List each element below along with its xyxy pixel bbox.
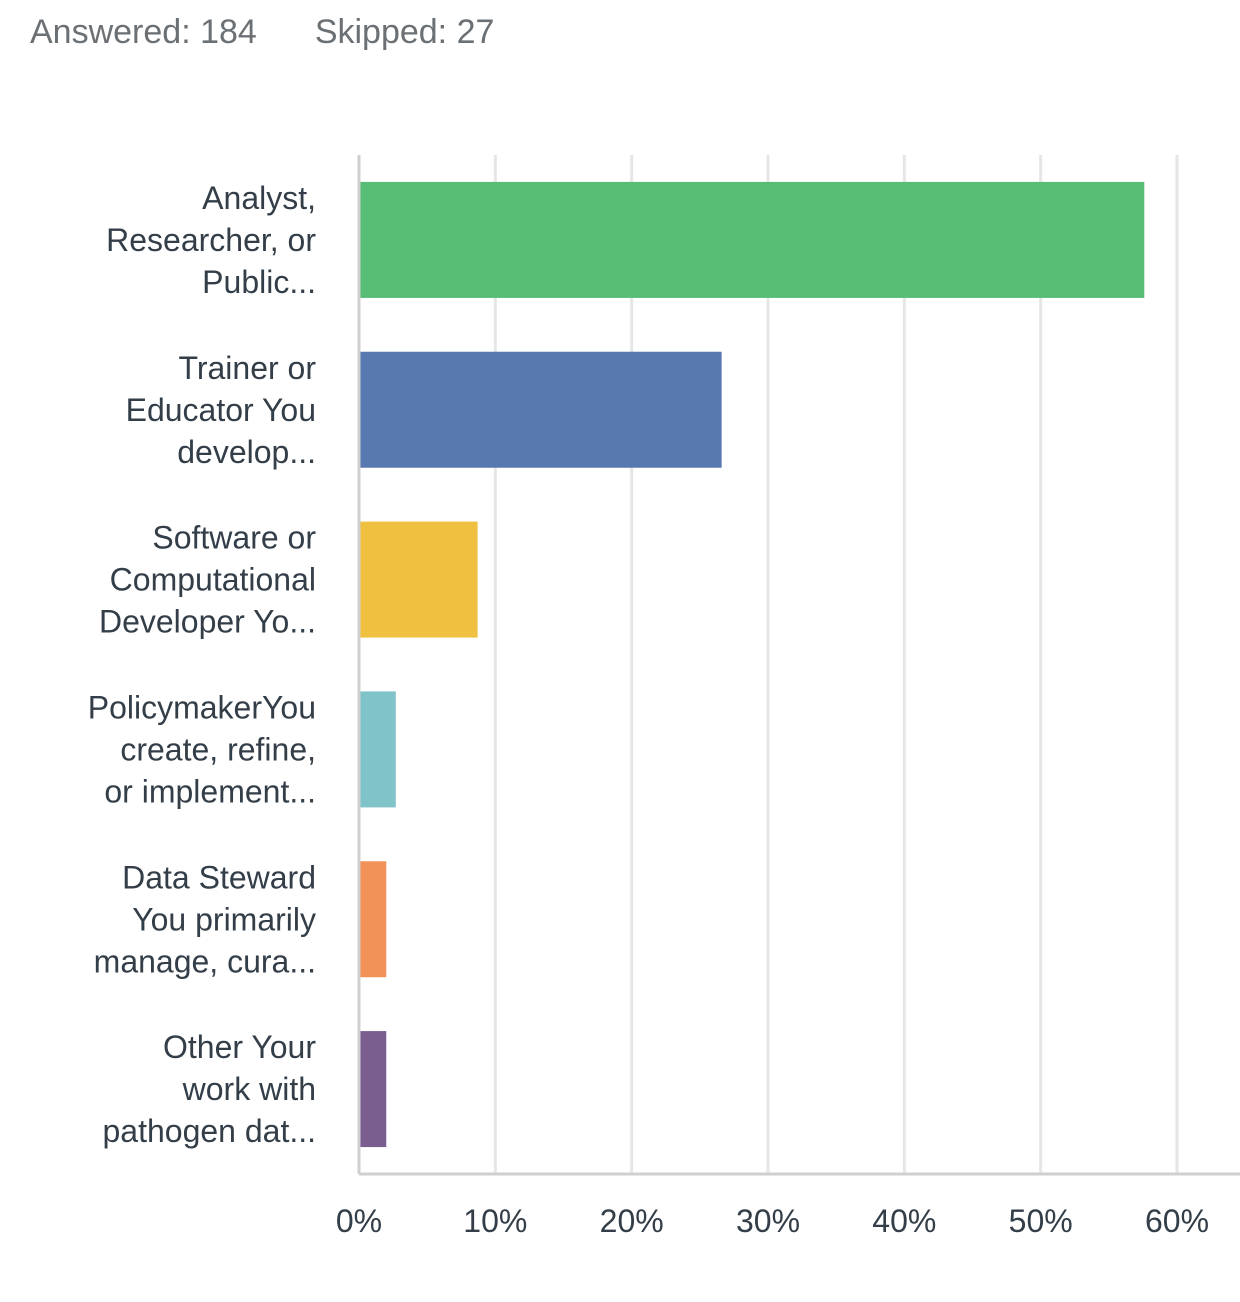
category-label-line: Software or xyxy=(152,520,316,556)
category-label-line: pathogen dat... xyxy=(102,1113,316,1149)
skipped-count: Skipped: 27 xyxy=(314,12,495,51)
category-label-line: Researcher, or xyxy=(106,222,316,258)
x-tick-label-40: 40% xyxy=(872,1203,936,1239)
bar-2[interactable] xyxy=(360,351,722,468)
axes xyxy=(357,155,1240,1176)
category-label-line: PolicymakerYou xyxy=(88,689,316,725)
bars xyxy=(360,181,1145,1148)
x-tick-label-0: 0% xyxy=(336,1203,382,1239)
category-label-5: Data Steward You primarily manage, cura... xyxy=(94,859,316,979)
response-summary: Answered: 184 Skipped: 27 xyxy=(30,8,494,56)
answered-count: Answered: 184 xyxy=(30,12,257,51)
category-label-line: work with xyxy=(182,1071,316,1107)
category-label-line: or implement... xyxy=(104,773,316,809)
category-label-line: Data Steward xyxy=(122,859,316,895)
x-tick-label-60: 60% xyxy=(1145,1203,1209,1239)
gridlines xyxy=(493,155,1179,1174)
category-label-2: Trainer or Educator You develop... xyxy=(126,350,317,470)
category-label-1: Analyst, Researcher, or Public... xyxy=(106,180,316,300)
category-label-line: Other Your xyxy=(163,1029,316,1065)
bar-3[interactable] xyxy=(360,521,478,638)
category-label-line: Computational xyxy=(110,562,316,598)
category-labels: Analyst, Researcher, or Public... Trainer o… xyxy=(88,180,317,1149)
category-label-line: manage, cura... xyxy=(94,943,316,979)
category-label-line: Developer Yo... xyxy=(99,604,316,640)
category-label-line: create, refine, xyxy=(120,731,316,767)
category-label-4: PolicymakerYou create, refine, or implemen… xyxy=(88,689,316,809)
bar-6[interactable] xyxy=(360,1031,387,1148)
category-label-6: Other Your work with pathogen dat... xyxy=(102,1029,316,1149)
category-label-line: develop... xyxy=(177,434,316,470)
category-label-3: Software or Computational Developer Yo... xyxy=(99,520,316,640)
x-tick-label-30: 30% xyxy=(736,1203,800,1239)
category-label-line: Educator You xyxy=(126,392,316,428)
category-label-line: Public... xyxy=(202,264,316,300)
x-tick-labels: 0% 10% 20% 30% 40% 50% 60% xyxy=(336,1203,1209,1239)
category-label-line: You primarily xyxy=(132,901,316,937)
bar-1[interactable] xyxy=(360,181,1145,298)
bar-4[interactable] xyxy=(360,691,396,808)
bar-5[interactable] xyxy=(360,861,387,978)
x-tick-label-50: 50% xyxy=(1009,1203,1073,1239)
category-label-line: Trainer or xyxy=(178,350,316,386)
category-label-line: Analyst, xyxy=(202,180,316,216)
x-tick-label-20: 20% xyxy=(600,1203,664,1239)
x-tick-label-10: 10% xyxy=(463,1203,527,1239)
